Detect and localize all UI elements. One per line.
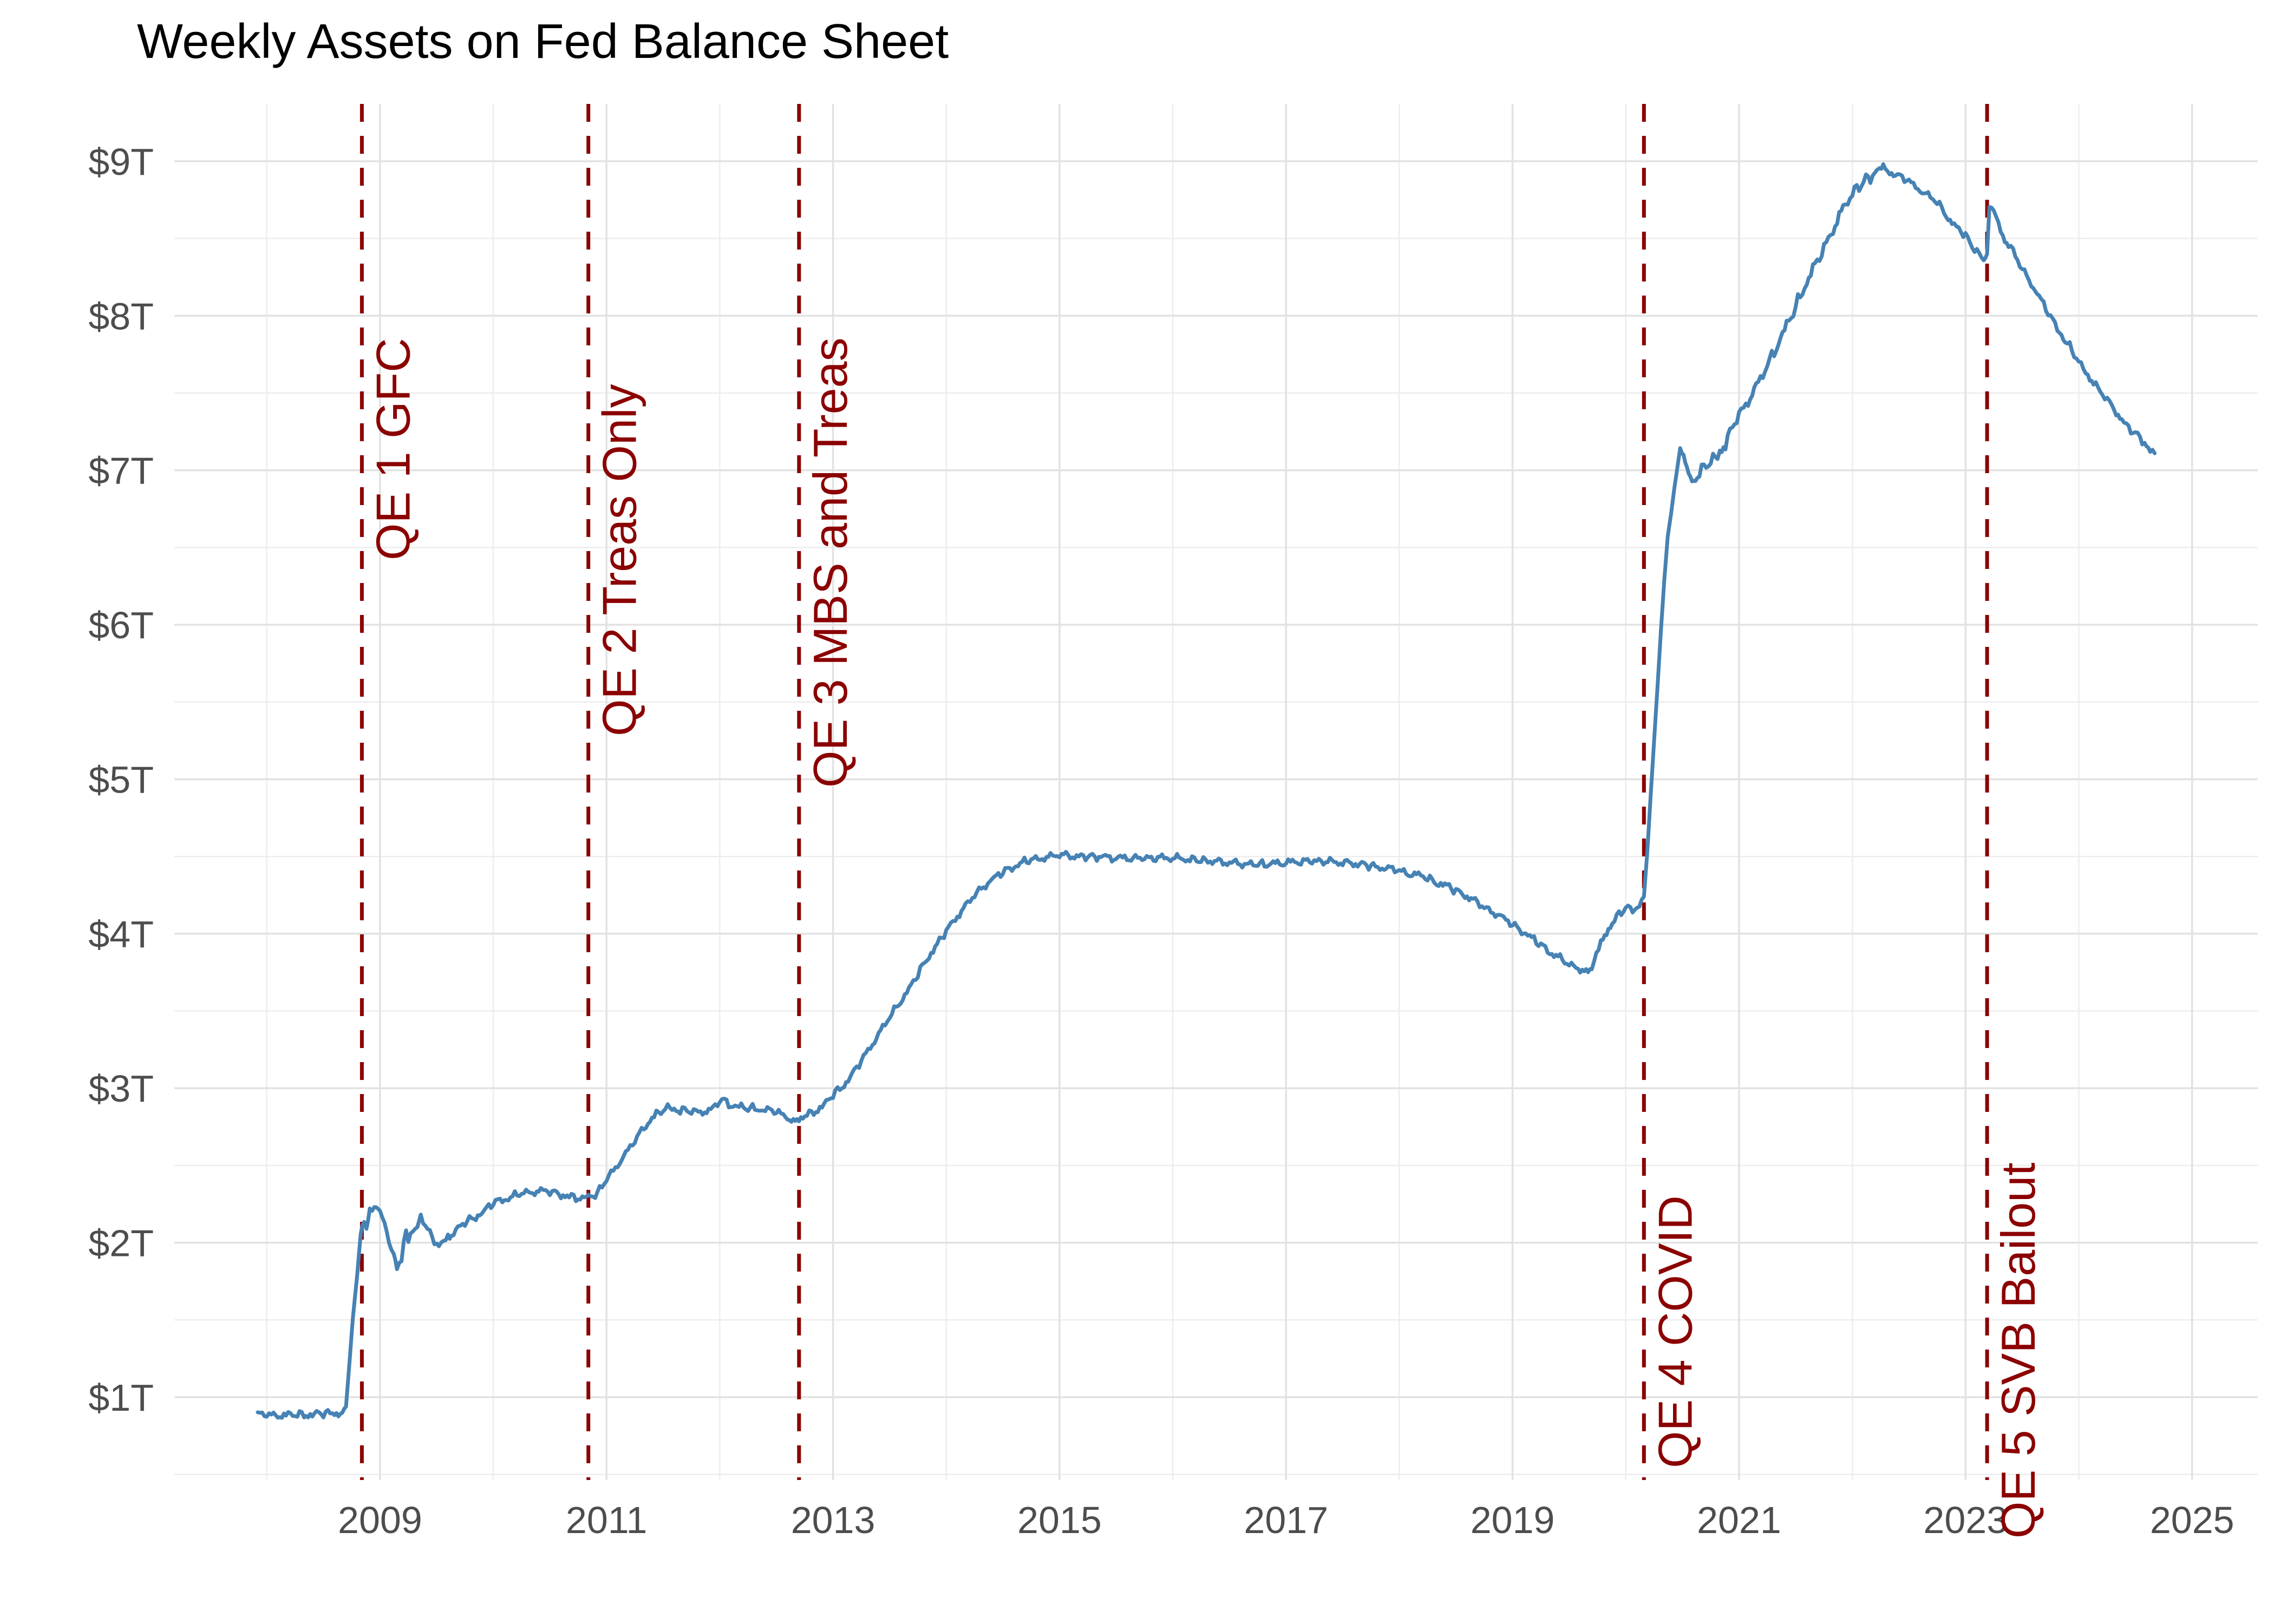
qe-event-label: QE 3 MBS and Treas: [803, 338, 857, 788]
y-tick-label: $9T: [88, 141, 154, 183]
x-tick-label: 2017: [1244, 1499, 1328, 1541]
x-tick-label: 2025: [2150, 1499, 2234, 1541]
x-tick-label: 2019: [1471, 1499, 1555, 1541]
y-tick-label: $5T: [88, 759, 154, 801]
x-tick-label: 2015: [1017, 1499, 1102, 1541]
x-tick-label: 2021: [1697, 1499, 1781, 1541]
x-tick-label: 2023: [1923, 1499, 2008, 1541]
series-line: [256, 162, 2157, 1420]
x-tick-label: 2009: [338, 1499, 422, 1541]
y-tick-label: $4T: [88, 913, 154, 955]
x-tick-label: 2013: [791, 1499, 875, 1541]
qe-event-label: QE 1 GFC: [366, 338, 420, 560]
chart-title: Weekly Assets on Fed Balance Sheet: [137, 15, 949, 69]
qe-event-label: QE 4 COVID: [1648, 1195, 1702, 1468]
y-tick-label: $8T: [88, 295, 154, 337]
y-tick-label: $1T: [88, 1377, 154, 1419]
qe-event-label: QE 5 SVB Bailout: [1991, 1162, 2045, 1538]
y-tick-label: $7T: [88, 450, 154, 492]
y-tick-label: $3T: [88, 1068, 154, 1110]
qe-event-label: QE 2 Treas Only: [593, 384, 646, 736]
y-tick-label: $6T: [88, 604, 154, 646]
x-tick-label: 2011: [566, 1499, 648, 1541]
y-tick-label: $2T: [88, 1222, 154, 1265]
